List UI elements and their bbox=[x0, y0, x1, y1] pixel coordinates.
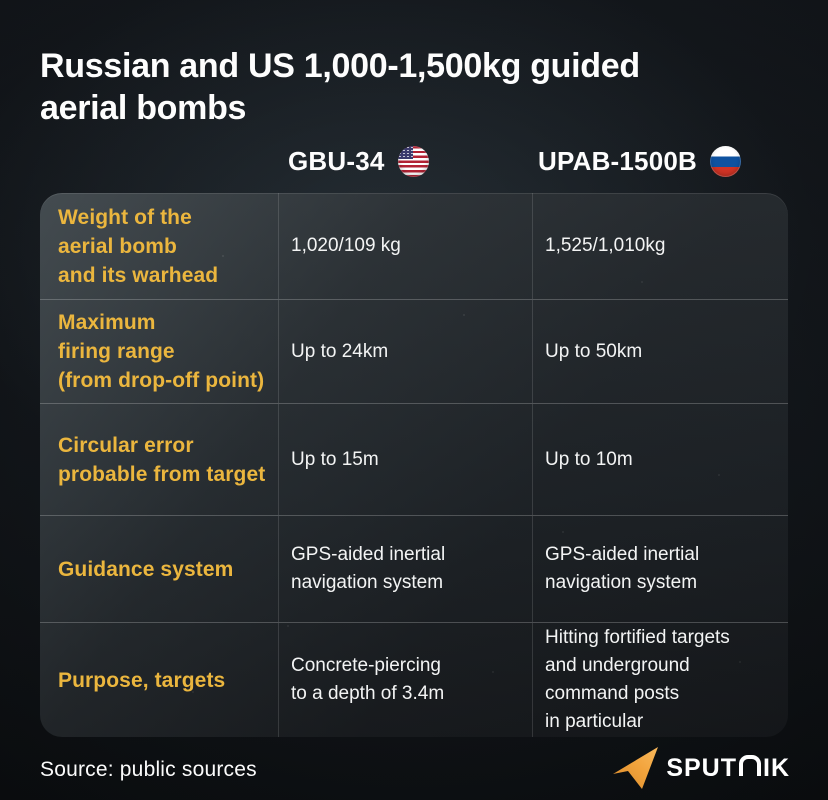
table-row-circular-error: Circular error probable from target Up t… bbox=[40, 403, 788, 515]
column-header-gbu-34: GBU-34 bbox=[288, 146, 429, 177]
sputnik-wordmark-left: SPUT bbox=[666, 753, 737, 782]
row-label: Circular error probable from target bbox=[58, 433, 266, 486]
page-title: Russian and US 1,000-1,500kg guided aeri… bbox=[40, 46, 640, 127]
cell-upab-1500b: GPS-aided inertial navigation system bbox=[532, 516, 788, 622]
table-row-purpose-targets: Purpose, targets Concrete-piercing to a … bbox=[40, 622, 788, 737]
background-noise-specks bbox=[40, 193, 42, 195]
cell-upab-1500b: Up to 50km bbox=[532, 300, 788, 403]
table-row-firing-range: Maximum firing range (from drop-off poin… bbox=[40, 299, 788, 403]
source-note: Source: public sources bbox=[40, 758, 257, 781]
column-header-upab-1500b-label: UPAB-1500B bbox=[538, 146, 698, 176]
cell-gbu-34: Concrete-piercing to a depth of 3.4m bbox=[278, 623, 532, 737]
sputnik-wordmark: SPUT IK bbox=[666, 754, 790, 783]
cell-upab-1500b: Hitting fortified targets and undergroun… bbox=[532, 623, 788, 737]
comparison-table: Weight of the aerial bomb and its warhea… bbox=[40, 193, 788, 737]
column-header-gbu-34-label: GBU-34 bbox=[288, 146, 385, 176]
us-flag-canton bbox=[397, 146, 413, 159]
cell-gbu-34: GPS-aided inertial navigation system bbox=[278, 516, 532, 622]
us-flag-icon bbox=[397, 146, 429, 177]
cell-upab-1500b: Up to 10m bbox=[532, 404, 788, 515]
sputnik-arrow-icon bbox=[613, 747, 659, 789]
cell-gbu-34: Up to 24km bbox=[278, 300, 532, 403]
sputnik-logo: SPUT IK bbox=[613, 746, 790, 790]
russia-flag-icon bbox=[710, 146, 742, 177]
column-header-upab-1500b: UPAB-1500B bbox=[538, 146, 742, 177]
sputnik-n-glyph-icon bbox=[739, 754, 761, 776]
row-label: Guidance system bbox=[58, 557, 234, 581]
cell-gbu-34: 1,020/109 kg bbox=[278, 193, 532, 299]
cell-gbu-34: Up to 15m bbox=[278, 404, 532, 515]
table-row-weight: Weight of the aerial bomb and its warhea… bbox=[40, 193, 788, 299]
row-label: Weight of the aerial bomb and its warhea… bbox=[58, 205, 219, 287]
sputnik-wordmark-right: IK bbox=[763, 753, 790, 782]
table-row-guidance-system: Guidance system GPS-aided inertial navig… bbox=[40, 515, 788, 622]
row-label: Maximum firing range (from drop-off poin… bbox=[58, 311, 265, 392]
row-label: Purpose, targets bbox=[58, 668, 226, 692]
cell-upab-1500b: 1,525/1,010kg bbox=[532, 193, 788, 299]
